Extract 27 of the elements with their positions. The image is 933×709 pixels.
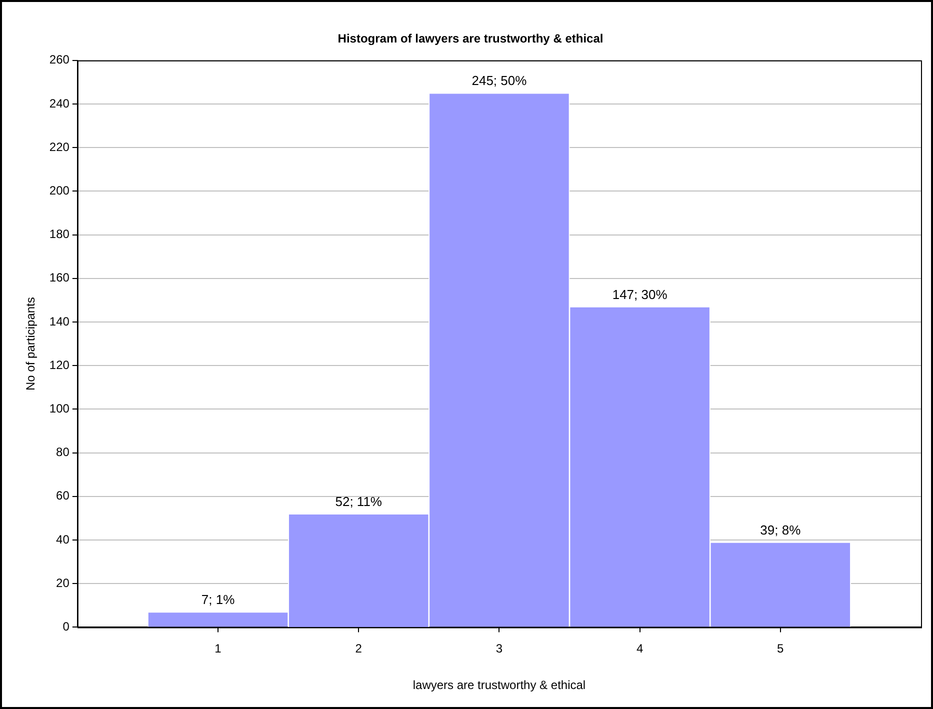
y-tick-label: 80 [56,445,70,460]
x-axis-title: lawyers are trustworthy & ethical [412,678,586,692]
y-tick-label: 100 [49,402,70,416]
y-tick-label: 260 [49,52,70,67]
x-tick-label: 4 [636,642,644,656]
y-tick-label: 200 [49,184,70,198]
y-axis-title: No of participants [24,297,38,390]
chart-title: Histogram of lawyers are trustworthy & ethical [338,32,604,46]
data-label: 147; 30% [612,286,668,302]
x-tick-label: 2 [355,642,362,656]
y-tick-label: 20 [56,576,70,590]
y-tick-label: 180 [49,227,70,242]
data-label: 245; 50% [472,73,528,88]
data-label: 52; 11% [335,494,382,509]
y-tick-label: 160 [49,270,70,285]
y-tick-label: 140 [49,314,70,328]
data-label: 39; 8% [760,522,802,538]
data-label: 7; 1% [201,592,236,608]
x-tick-label: 1 [214,642,222,656]
y-tick-label: 0 [62,620,70,634]
x-tick-label: 3 [496,642,503,656]
y-tick-label: 60 [56,488,70,503]
y-tick-label: 240 [49,96,70,110]
x-tick-label: 5 [777,642,784,656]
y-tick-label: 220 [49,140,70,154]
y-tick-label: 40 [56,532,70,546]
y-tick-label: 120 [49,358,70,372]
